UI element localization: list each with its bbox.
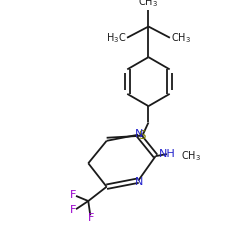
- Text: CH$_3$: CH$_3$: [138, 0, 158, 9]
- Text: F: F: [88, 213, 94, 223]
- Text: CH$_3$: CH$_3$: [181, 149, 201, 163]
- Text: NH: NH: [158, 149, 175, 159]
- Text: N: N: [135, 129, 143, 139]
- Text: S: S: [139, 129, 146, 142]
- Text: N: N: [135, 177, 143, 187]
- Text: H$_3$C: H$_3$C: [106, 31, 126, 45]
- Text: CH$_3$: CH$_3$: [171, 31, 191, 45]
- Text: F: F: [70, 190, 76, 200]
- Text: F: F: [70, 205, 76, 215]
